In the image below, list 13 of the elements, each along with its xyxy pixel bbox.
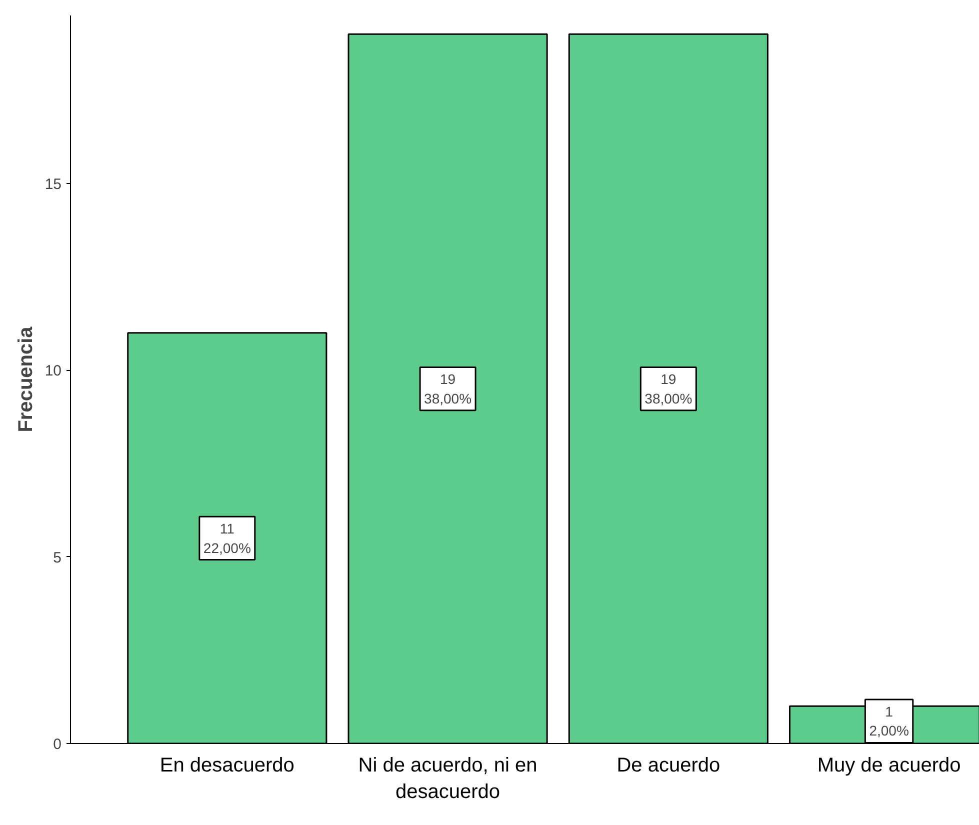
y-tick-label: 10 — [44, 362, 62, 380]
data-label: 11 22,00% — [203, 520, 251, 556]
x-tick-label: En desacuerdo — [160, 754, 294, 776]
y-axis-title: Frecuencia — [14, 326, 37, 432]
y-tick-label: 15 — [44, 176, 62, 193]
y-tick-label: 5 — [53, 549, 62, 566]
y-tick-label: 0 — [53, 736, 62, 753]
data-label: 19 38,00% — [424, 371, 472, 406]
data-label: 19 38,00% — [644, 371, 692, 406]
data-label: 1 2,00% — [869, 704, 909, 739]
x-tick-label: Ni de acuerdo, ni en desacuerdo — [358, 754, 538, 803]
x-tick-label: Muy de acuerdo — [817, 754, 961, 776]
x-tick-label: De acuerdo — [616, 754, 720, 776]
